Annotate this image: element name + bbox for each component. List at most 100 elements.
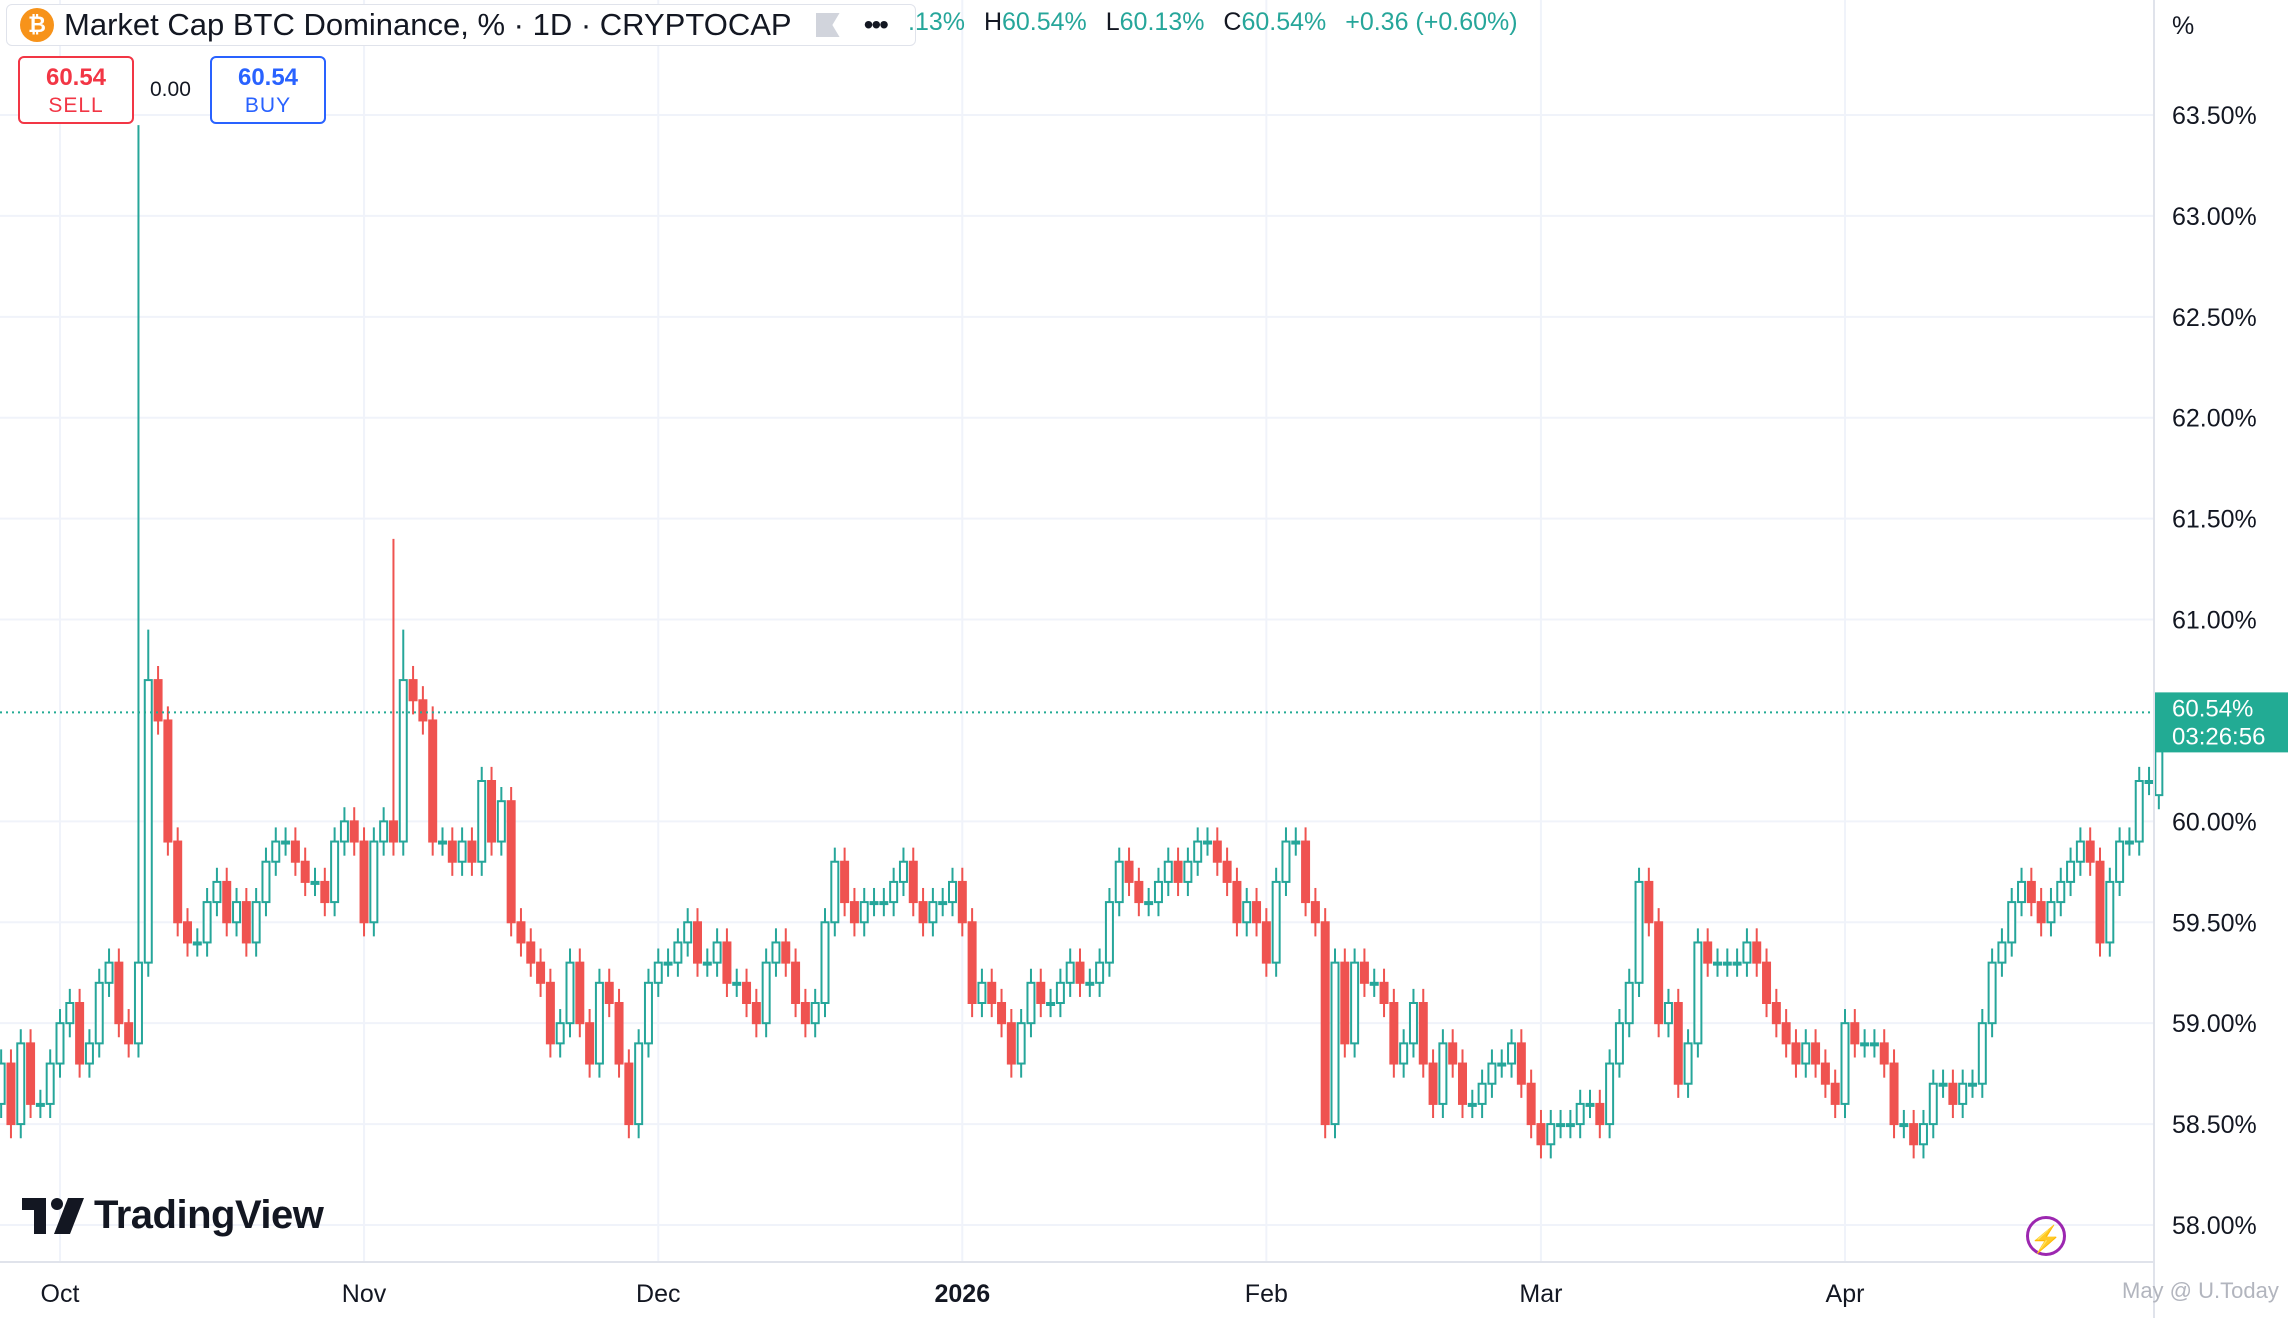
candle-down <box>153 679 163 722</box>
candle-down <box>545 981 555 1045</box>
candle-down <box>1448 1042 1458 1065</box>
price-axis-unit[interactable]: % <box>2172 12 2195 40</box>
candle-up <box>1369 981 1379 986</box>
candle-up <box>1860 1042 1870 1047</box>
candle-up <box>2075 840 2085 863</box>
x-tick-label: Apr <box>1826 1280 1865 1308</box>
candle-up <box>1742 941 1752 964</box>
y-tick-label: 61.00% <box>2172 607 2257 635</box>
candle-up <box>761 961 771 1025</box>
candle-down <box>320 880 330 904</box>
candle-up <box>1163 860 1173 883</box>
candle-down <box>1036 981 1046 1004</box>
candle-up <box>1350 961 1360 1045</box>
candle-down <box>1261 921 1271 964</box>
candle-down <box>1516 1042 1526 1085</box>
sell-price: 60.54 <box>45 64 107 91</box>
watermark: May @ U.Today <box>2122 1278 2279 1303</box>
candle-down <box>1536 1123 1546 1146</box>
candle-down <box>388 820 398 843</box>
candle-down <box>241 901 251 944</box>
candle-down <box>957 880 967 924</box>
candle-up <box>94 981 104 1045</box>
candle-up <box>1968 1082 1977 1087</box>
candle-down <box>1232 880 1242 924</box>
candle-up <box>369 840 379 924</box>
candle-down <box>418 699 428 722</box>
candle-up <box>879 901 889 906</box>
candle-down <box>997 1002 1007 1025</box>
candle-down <box>163 719 173 843</box>
candle-down <box>1301 840 1311 904</box>
lightning-icon[interactable]: ⚡ <box>2026 1216 2066 1256</box>
tradingview-logo-icon <box>22 1197 84 1234</box>
candle-down <box>575 961 585 1025</box>
candle-down <box>1252 901 1262 924</box>
candle-up <box>1987 961 1997 1025</box>
candle-down <box>1752 941 1762 964</box>
y-tick-label: 62.00% <box>2172 405 2257 433</box>
candle-down <box>1830 1082 1840 1105</box>
flag-icon[interactable] <box>815 13 840 37</box>
candle-down <box>75 1002 85 1065</box>
candle-up <box>261 860 271 904</box>
candle-up <box>339 820 349 843</box>
candle-up <box>1938 1082 1948 1087</box>
candle-up <box>1104 901 1114 964</box>
candle-up <box>1193 840 1203 863</box>
candle-up <box>104 961 114 984</box>
candle-up <box>673 941 683 964</box>
candle-down <box>849 901 859 924</box>
candle-down <box>1075 961 1085 984</box>
candle-up <box>1624 981 1634 1025</box>
candle-down <box>6 1062 16 1126</box>
candle-up <box>1203 840 1212 845</box>
candle-up <box>2105 880 2115 944</box>
candle-up <box>1605 1062 1615 1126</box>
tradingview-logo-text: TradingView <box>94 1193 324 1237</box>
symbol-header[interactable]: ₿ Market Cap BTC Dominance, % · 1D · CRY… <box>6 4 916 46</box>
candle-up <box>663 961 673 966</box>
candle-down <box>1771 1002 1781 1025</box>
candles <box>0 125 2164 1159</box>
tradingview-logo[interactable]: TradingView <box>22 1193 324 1238</box>
candle-down <box>1644 880 1654 924</box>
candle-down <box>290 840 300 863</box>
candle-up <box>732 981 742 986</box>
candle-up <box>1114 860 1124 904</box>
candle-up <box>379 820 389 843</box>
x-tick-label: Mar <box>1519 1280 1562 1308</box>
candle-up <box>1487 1062 1497 1085</box>
candle-down <box>1889 1062 1899 1126</box>
candle-down <box>781 941 791 964</box>
candle-up <box>1438 1042 1448 1105</box>
candle-down <box>742 981 752 1004</box>
sell-button[interactable]: 60.54 SELL <box>18 56 134 124</box>
more-options-icon[interactable]: ••• <box>863 9 889 40</box>
current-price-tag <box>2154 692 2288 753</box>
candle-down <box>2026 880 2036 904</box>
symbol-title[interactable]: Market Cap BTC Dominance, % · 1D · CRYPT… <box>64 7 792 42</box>
candle-up <box>212 880 222 904</box>
candle-up <box>643 981 653 1045</box>
candle-up <box>281 840 291 845</box>
candle-up <box>438 840 447 845</box>
change-value: +0.36 (+0.60%) <box>1345 8 1518 36</box>
buy-button[interactable]: 60.54 BUY <box>210 56 326 124</box>
x-tick-label: Feb <box>1245 1280 1288 1308</box>
candle-up <box>634 1042 644 1126</box>
buy-label: BUY <box>244 94 292 117</box>
x-tick-label: 2026 <box>934 1280 990 1308</box>
candle-down <box>1673 1002 1683 1085</box>
candle-up <box>938 901 948 906</box>
candle-up <box>859 901 869 924</box>
y-tick-label: 60.00% <box>2172 808 2257 836</box>
candle-down <box>1222 860 1232 883</box>
close-label: C <box>1223 8 1242 36</box>
candle-down <box>1320 921 1330 1126</box>
candle-down <box>26 1042 36 1105</box>
candle-up <box>1663 1002 1673 1025</box>
candle-down <box>1654 921 1664 1025</box>
